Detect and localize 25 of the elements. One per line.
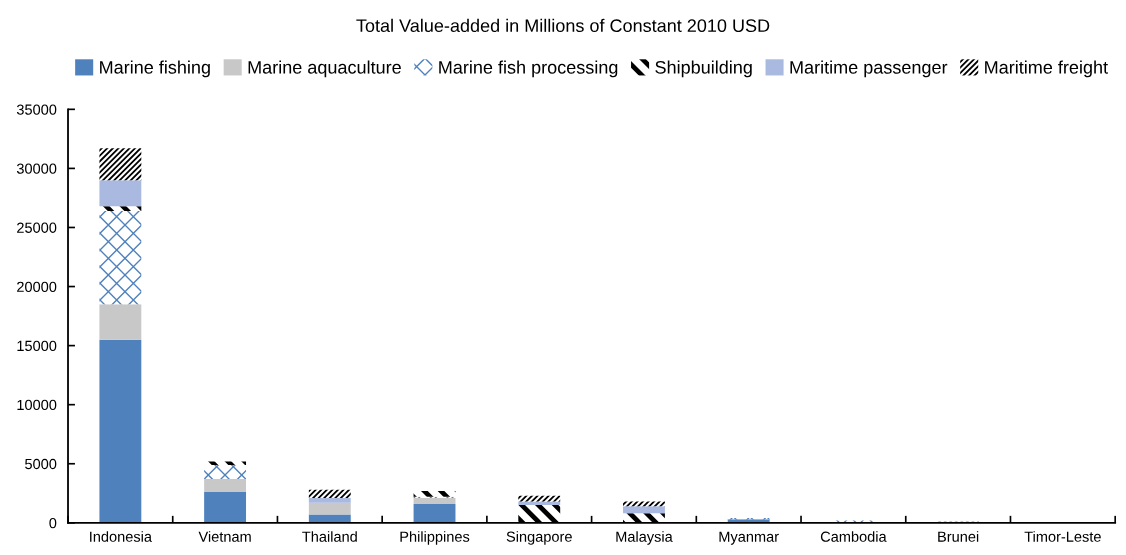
y-tick-label: 20000 xyxy=(17,281,57,292)
y-tick-label: 10000 xyxy=(17,399,57,411)
legend-label: Marine fish processing xyxy=(439,60,618,78)
legend-label: Maritime freight xyxy=(985,60,1108,78)
y-tick-label: 0 xyxy=(49,517,57,529)
legend-label: Marine fishing xyxy=(100,60,210,78)
y-tick-label: 5000 xyxy=(25,458,57,470)
x-tick-label: Myanmar xyxy=(719,531,779,545)
x-tick-label: Malaysia xyxy=(616,531,673,545)
legend-label: Maritime passenger xyxy=(790,60,948,78)
y-tick-label: 25000 xyxy=(17,222,57,233)
x-tick-label: Brunei xyxy=(938,531,979,542)
x-tick-label: Indonesia xyxy=(90,531,152,542)
x-tick-label: Cambodia xyxy=(820,531,887,542)
legend-label: Marine aquaculture xyxy=(248,60,401,78)
y-tick-label: 35000 xyxy=(16,104,57,115)
y-tick-label: 30000 xyxy=(16,163,57,174)
x-tick-label: Philippines xyxy=(400,531,470,545)
y-tick-label: 15000 xyxy=(17,340,57,352)
chart-title: Total Value-added in Millions of Constant 2010 USD xyxy=(356,18,770,33)
x-tick-label: Vietnam xyxy=(198,531,251,542)
x-tick-label: Timor-Leste xyxy=(1024,531,1101,542)
x-tick-label: Singapore xyxy=(506,531,572,545)
x-tick-label: Thailand xyxy=(302,531,357,542)
legend-label: Shipbuilding xyxy=(655,60,752,78)
